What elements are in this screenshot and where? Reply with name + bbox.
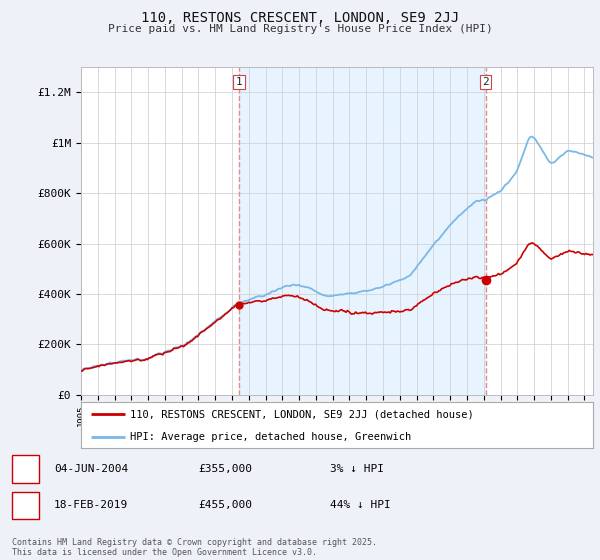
Text: 1: 1 xyxy=(22,463,29,475)
Text: 1: 1 xyxy=(236,77,242,87)
Text: 44% ↓ HPI: 44% ↓ HPI xyxy=(330,501,391,510)
Text: 110, RESTONS CRESCENT, LONDON, SE9 2JJ: 110, RESTONS CRESCENT, LONDON, SE9 2JJ xyxy=(141,11,459,25)
Text: 2: 2 xyxy=(482,77,489,87)
Text: £355,000: £355,000 xyxy=(198,464,252,474)
Text: 18-FEB-2019: 18-FEB-2019 xyxy=(54,501,128,510)
Text: Price paid vs. HM Land Registry's House Price Index (HPI): Price paid vs. HM Land Registry's House … xyxy=(107,24,493,34)
Text: Contains HM Land Registry data © Crown copyright and database right 2025.
This d: Contains HM Land Registry data © Crown c… xyxy=(12,538,377,557)
Bar xyxy=(239,67,486,395)
Text: 04-JUN-2004: 04-JUN-2004 xyxy=(54,464,128,474)
Text: 110, RESTONS CRESCENT, LONDON, SE9 2JJ (detached house): 110, RESTONS CRESCENT, LONDON, SE9 2JJ (… xyxy=(130,409,473,419)
Text: £455,000: £455,000 xyxy=(198,501,252,510)
Text: 3% ↓ HPI: 3% ↓ HPI xyxy=(330,464,384,474)
Text: 2: 2 xyxy=(22,499,29,512)
Text: HPI: Average price, detached house, Greenwich: HPI: Average price, detached house, Gree… xyxy=(130,432,411,441)
